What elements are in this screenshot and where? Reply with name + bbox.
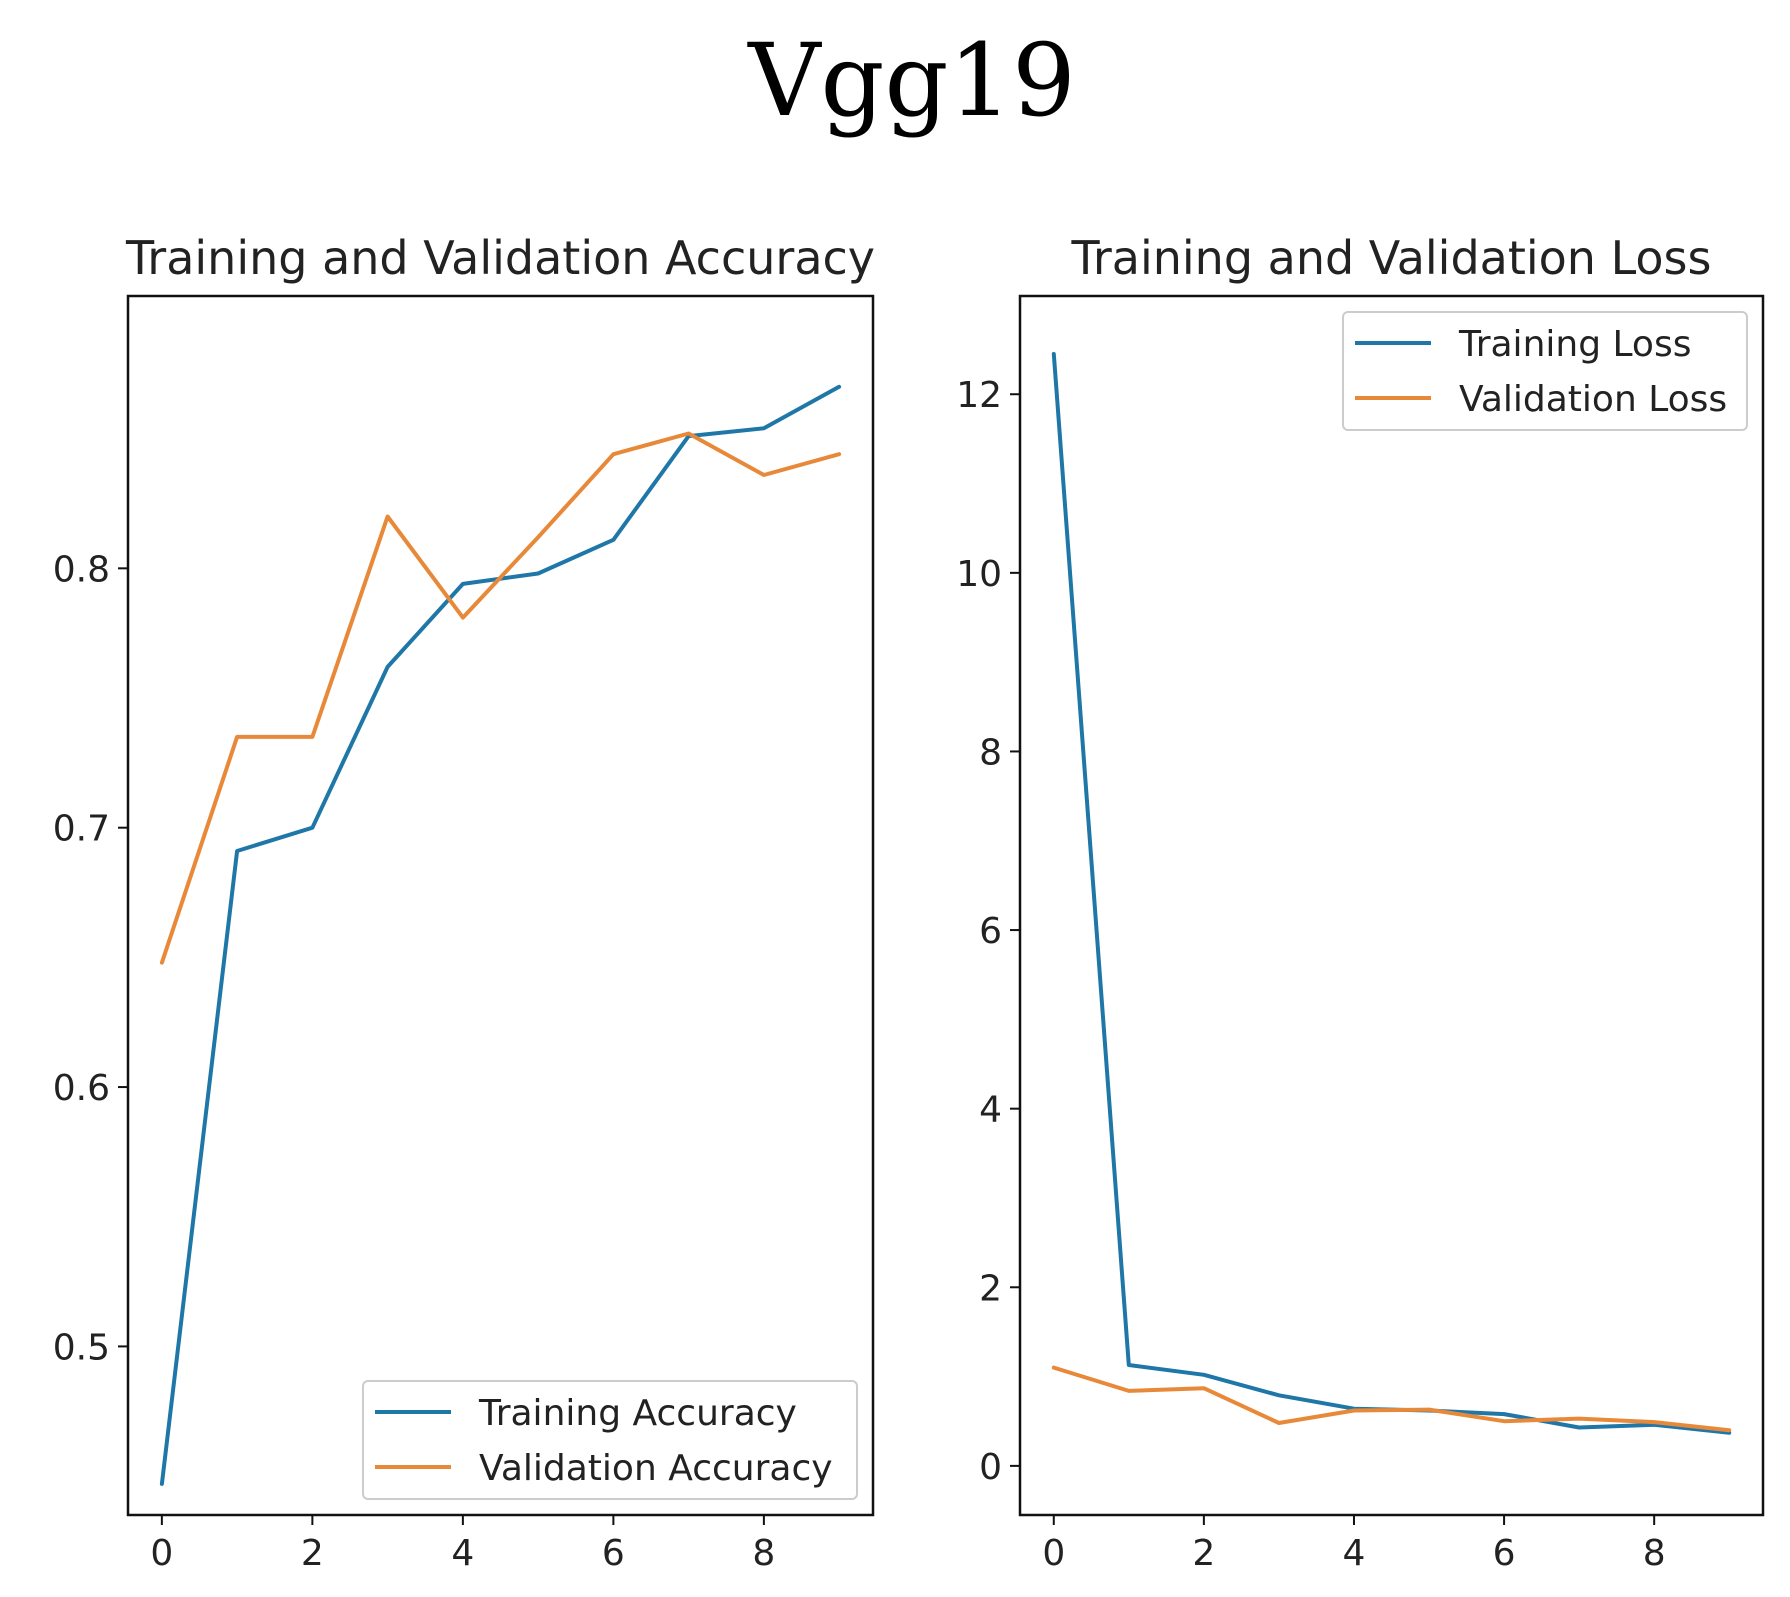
accuracy-legend: Training Accuracy Validation Accuracy — [362, 1380, 858, 1500]
loss-panel: Training and Validation Loss 0 2 4 6 8 0 2 4 6 8 10… — [956, 231, 1765, 1574]
accuracy-ytick-label: 0.5 — [53, 1327, 110, 1368]
figure-suptitle: Vgg19 — [747, 22, 1076, 139]
loss-ytick-label: 6 — [979, 911, 1002, 952]
loss-ytick-label: 8 — [979, 732, 1002, 773]
loss-ytick-label: 4 — [979, 1090, 1002, 1131]
loss-ytick-label: 2 — [979, 1268, 1002, 1309]
accuracy-xtick-label: 8 — [752, 1533, 775, 1574]
accuracy-series-validation-line — [159, 431, 842, 965]
accuracy-title: Training and Validation Accuracy — [125, 231, 875, 285]
accuracy-panel: Training and Validation Accuracy 0 2 4 6 8 0.5… — [53, 231, 875, 1574]
loss-xtick-label: 8 — [1643, 1533, 1666, 1574]
accuracy-ytick-label: 0.7 — [53, 809, 110, 850]
accuracy-xtick-label: 4 — [451, 1533, 474, 1574]
loss-xtick-label: 0 — [1042, 1533, 1065, 1574]
loss-legend-label-training: Training Loss — [1458, 324, 1691, 365]
loss-ytick-label: 10 — [956, 554, 1002, 595]
loss-series-validation-line — [1051, 1365, 1732, 1433]
accuracy-legend-label-validation: Validation Accuracy — [479, 1448, 833, 1489]
loss-legend-box — [1342, 311, 1748, 431]
loss-xtick-label: 6 — [1493, 1533, 1516, 1574]
accuracy-xtick-label: 0 — [150, 1533, 173, 1574]
loss-axes-frame — [1018, 294, 1765, 1517]
accuracy-xtick-label: 2 — [301, 1533, 324, 1574]
accuracy-ytick-label: 0.8 — [53, 549, 110, 590]
loss-legend: Training Loss Validation Loss — [1342, 311, 1748, 431]
accuracy-xtick-label: 6 — [602, 1533, 625, 1574]
accuracy-axes-frame — [126, 294, 875, 1517]
accuracy-legend-label-training: Training Accuracy — [478, 1393, 797, 1434]
loss-title: Training and Validation Loss — [1071, 231, 1712, 285]
loss-xtick-label: 2 — [1192, 1533, 1215, 1574]
loss-ytick-label: 0 — [979, 1447, 1002, 1488]
accuracy-ytick-label: 0.6 — [53, 1068, 110, 1109]
loss-legend-label-validation: Validation Loss — [1459, 379, 1727, 420]
loss-ytick-label: 12 — [956, 375, 1002, 416]
loss-xtick-label: 4 — [1343, 1533, 1366, 1574]
accuracy-legend-box — [362, 1380, 858, 1500]
